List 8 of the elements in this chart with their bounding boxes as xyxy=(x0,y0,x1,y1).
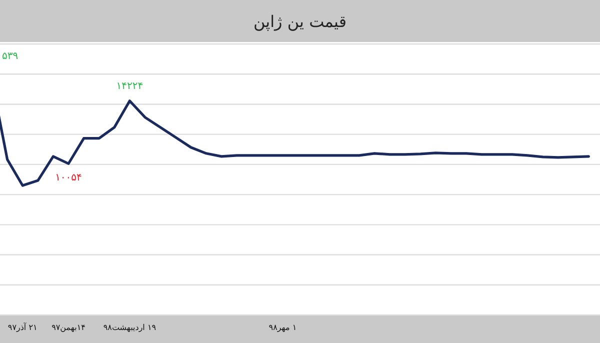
chart-title: قیمت ین ژاپن xyxy=(253,12,347,31)
x-tick-label: ۲۱ آذر۹۷ xyxy=(8,322,38,332)
x-tick-label: ۱۴بهمن۹۷ xyxy=(52,323,86,332)
data-label: ۱۰۰۵۴ xyxy=(55,172,82,184)
annotation: ۵۳۹ xyxy=(2,51,18,62)
x-tick-label: ۱ مهر۹۸ xyxy=(268,323,297,332)
x-tick-label: ۱۹ اردیبهشت۹۸ xyxy=(103,323,156,332)
data-label: ۱۴۲۲۴ xyxy=(116,80,144,92)
